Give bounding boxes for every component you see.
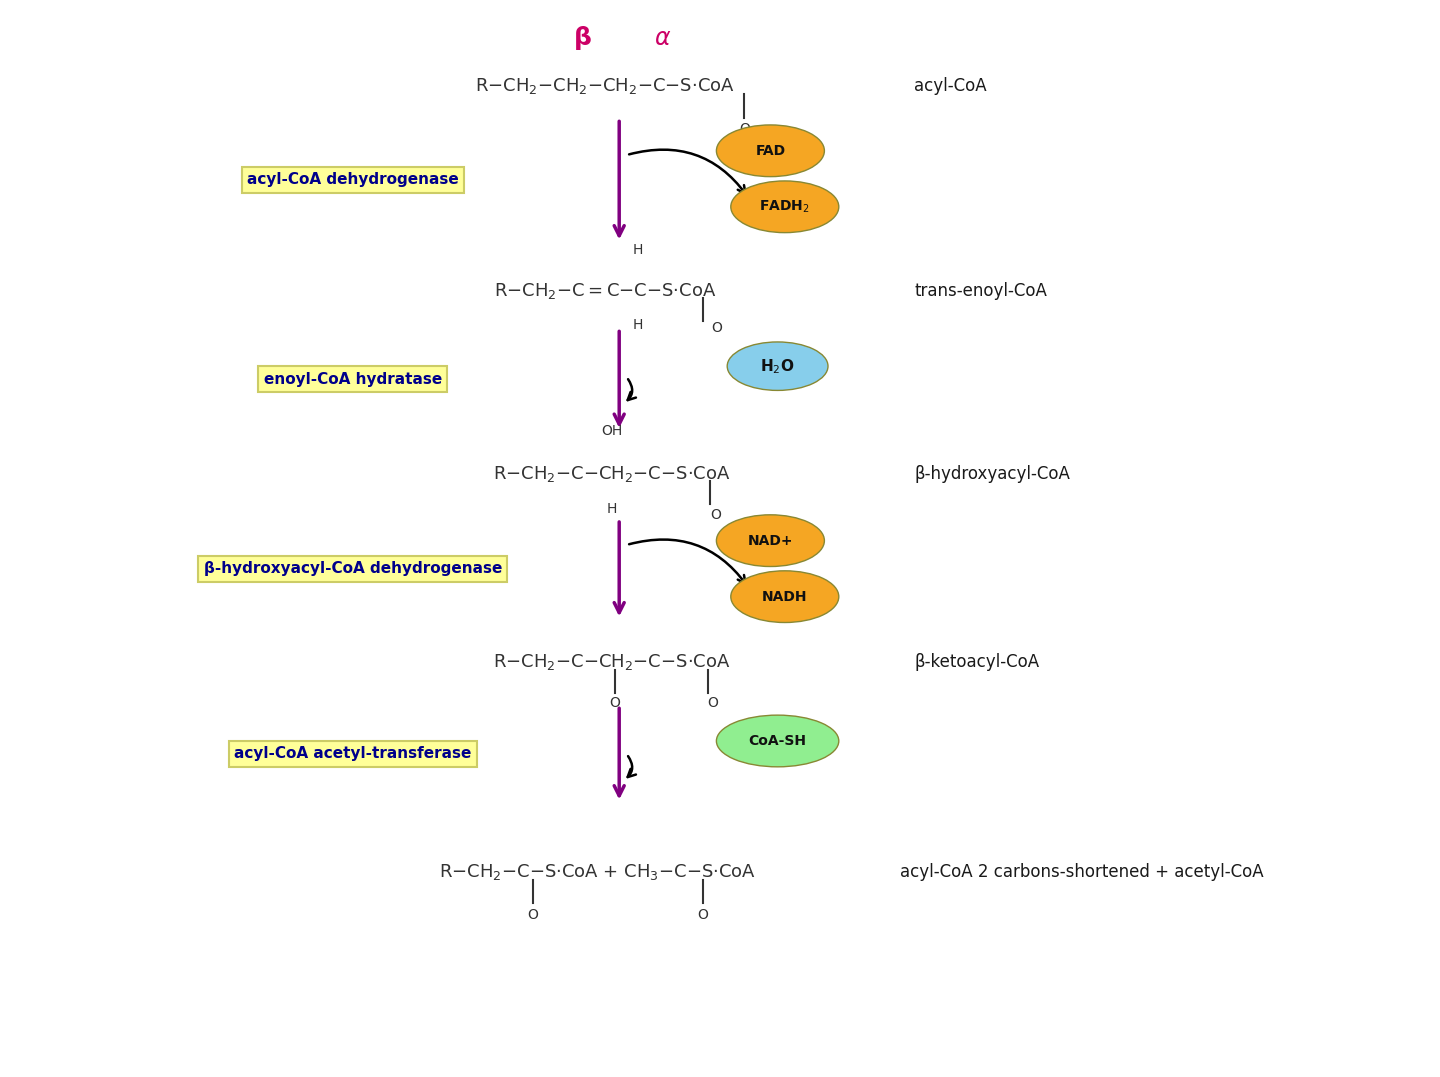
Text: acyl-CoA acetyl-transferase: acyl-CoA acetyl-transferase (235, 746, 471, 761)
Text: O: O (697, 909, 708, 922)
Text: R$-$CH$_2$$-$C$=$C$-$C$-$S$\cdot$CoA: R$-$CH$_2$$-$C$=$C$-$C$-$S$\cdot$CoA (494, 281, 716, 300)
Ellipse shape (727, 342, 828, 390)
Text: R$-$CH$_2$$-$CH$_2$$-$CH$_2$$-$C$-$S$\cdot$CoA: R$-$CH$_2$$-$CH$_2$$-$CH$_2$$-$C$-$S$\cd… (475, 76, 734, 96)
Text: H: H (606, 503, 618, 516)
Text: acyl-CoA: acyl-CoA (914, 78, 986, 95)
Text: trans-enoyl-CoA: trans-enoyl-CoA (914, 282, 1047, 299)
Text: O: O (609, 697, 621, 710)
Text: H: H (632, 243, 644, 256)
Text: H: H (632, 319, 644, 332)
Text: CoA-SH: CoA-SH (749, 735, 806, 747)
Text: O: O (711, 322, 723, 335)
Text: acyl-CoA dehydrogenase: acyl-CoA dehydrogenase (246, 172, 459, 187)
Ellipse shape (732, 571, 838, 623)
Text: H$_2$O: H$_2$O (760, 356, 795, 376)
Text: R$-$CH$_2$$-$C$-$CH$_2$$-$C$-$S$\cdot$CoA: R$-$CH$_2$$-$C$-$CH$_2$$-$C$-$S$\cdot$Co… (494, 653, 730, 672)
Ellipse shape (717, 715, 840, 767)
Text: OH: OH (602, 424, 622, 437)
Text: NADH: NADH (762, 590, 808, 603)
Text: R$-$CH$_2$$-$C$-$CH$_2$$-$C$-$S$\cdot$CoA: R$-$CH$_2$$-$C$-$CH$_2$$-$C$-$S$\cdot$Co… (494, 464, 730, 484)
Ellipse shape (732, 181, 838, 233)
Text: acyl-CoA 2 carbons-shortened + acetyl-CoA: acyl-CoA 2 carbons-shortened + acetyl-Co… (900, 864, 1264, 881)
Text: α: α (655, 26, 670, 50)
Text: O: O (527, 909, 539, 922)
Text: O: O (710, 508, 721, 521)
Text: β-ketoacyl-CoA: β-ketoacyl-CoA (914, 654, 1040, 671)
Text: enoyl-CoA hydratase: enoyl-CoA hydratase (264, 372, 442, 387)
Text: NAD+: NAD+ (747, 534, 793, 547)
Ellipse shape (717, 515, 825, 567)
Text: FADH$_2$: FADH$_2$ (759, 198, 811, 215)
Text: β-hydroxyacyl-CoA: β-hydroxyacyl-CoA (914, 465, 1070, 482)
Text: O: O (707, 697, 719, 710)
Text: R$-$CH$_2$$-$C$-$S$\cdot$CoA + CH$_3$$-$C$-$S$\cdot$CoA: R$-$CH$_2$$-$C$-$S$\cdot$CoA + CH$_3$$-$… (439, 863, 756, 882)
Text: FAD: FAD (756, 144, 785, 157)
Text: β-hydroxyacyl-CoA dehydrogenase: β-hydroxyacyl-CoA dehydrogenase (203, 561, 503, 576)
Text: β: β (575, 26, 592, 50)
Ellipse shape (717, 125, 825, 177)
Text: O: O (739, 123, 750, 136)
